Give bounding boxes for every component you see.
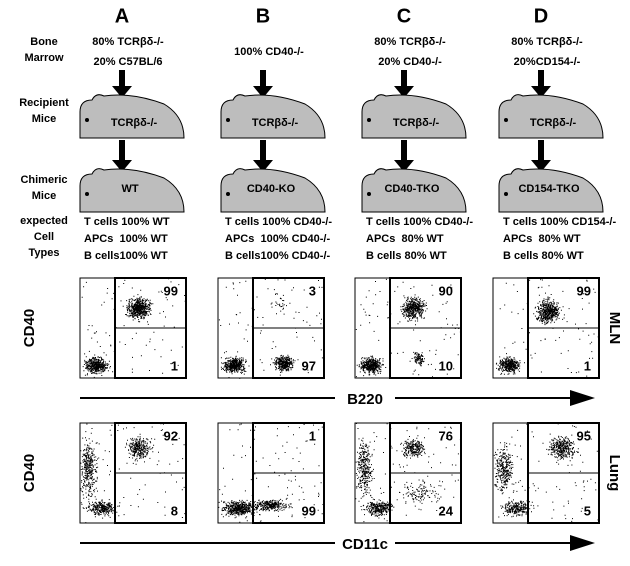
expected: T cells 100% CD40-/- [225,216,332,228]
chimeric: CD40-TKO [384,183,439,195]
mouse-eye [367,192,371,196]
upper-percent: 95 [577,428,591,443]
lower-percent: 99 [302,503,316,518]
mouse [361,168,467,213]
mouse-eye [226,192,230,196]
y-axis-label: CD40 [21,309,38,347]
y-axis-label: CD40 [21,454,38,492]
upper-percent: 92 [164,428,178,443]
arrow-head [253,160,273,172]
expected: T cells 100% CD40-/- [366,216,473,228]
axis-arrow-head [570,390,595,406]
bone-marrow: 20% CD40-/- [378,56,442,68]
chimeric: WT [121,183,138,195]
mouse [79,168,185,213]
scatter-dots [355,423,462,523]
expected: T cells 100% WT [84,216,170,228]
expected: T cells 100% CD154-/- [503,216,616,228]
scatter-dots [218,423,325,523]
mouse-eye [226,118,230,122]
row-label: Cell [34,231,54,243]
lower-percent: 1 [584,358,591,373]
mouse [220,94,326,139]
expected: B cells 80% WT [366,250,447,262]
upper-percent: 1 [309,428,316,443]
bone-marrow: 100% CD40-/- [234,46,304,58]
lower-percent: 8 [171,503,178,518]
expected: APCs 80% WT [503,233,581,245]
mouse [220,168,326,213]
mouse-eye [504,118,508,122]
expected: B cells100% CD40-/- [225,250,330,262]
arrow-head [531,86,551,98]
bone-marrow: 20% C57BL/6 [93,56,162,68]
row-label: Chimeric [20,174,67,186]
x-axis-label: B220 [347,391,383,408]
arrow-head [112,160,132,172]
upper-percent: 3 [309,283,316,298]
mouse [79,94,185,139]
arrow-head [394,86,414,98]
column-letter: C [397,5,411,27]
recipient: TCRβδ-/- [530,117,577,129]
scatter-dots [355,278,461,379]
row-label: expected [20,215,68,227]
scatter-dots [218,278,325,379]
row-label: Marrow [24,52,64,64]
lower-percent: 24 [439,503,454,518]
row-label: Mice [32,113,56,125]
upper-percent: 99 [164,283,178,298]
bone-marrow: 80% TCRβδ-/- [511,36,583,48]
row-name: MLN [606,312,623,345]
bone-marrow: 80% TCRβδ-/- [92,36,164,48]
expected: APCs 100% WT [84,233,168,245]
mouse-eye [85,118,89,122]
mouse-eye [504,192,508,196]
row-label: Mice [32,190,56,202]
column-letter: B [256,5,270,27]
expected: APCs 80% WT [366,233,444,245]
mouse [498,94,604,139]
expected: APCs 100% CD40-/- [225,233,330,245]
lower-percent: 97 [302,358,316,373]
arrow-head [531,160,551,172]
bone-marrow: 20%CD154-/- [514,56,581,68]
row-label: Bone [30,36,58,48]
recipient: TCRβδ-/- [393,117,440,129]
mouse [361,94,467,139]
recipient: TCRβδ-/- [111,117,158,129]
arrow-head [394,160,414,172]
scatter-dots [493,423,599,524]
row-label: Types [29,247,60,259]
x-axis-label: CD11c [342,536,388,553]
upper-percent: 90 [439,283,453,298]
upper-percent: 99 [577,283,591,298]
axis-arrow-head [570,535,595,551]
scatter-dots [80,423,186,524]
scatter-dots [81,278,186,378]
mouse [498,168,604,213]
row-label: Recipient [19,97,69,109]
column-letter: D [534,5,548,27]
chimeric: CD154-TKO [518,183,580,195]
bone-marrow: 80% TCRβδ-/- [374,36,446,48]
scatter-dots [495,278,600,378]
recipient: TCRβδ-/- [252,117,299,129]
chimeric: CD40-KO [247,183,296,195]
arrow-head [112,86,132,98]
mouse-eye [367,118,371,122]
column-letter: A [115,5,129,27]
lower-percent: 1 [171,358,178,373]
expected: B cells 80% WT [503,250,584,262]
expected: B cells100% WT [84,250,168,262]
row-name: Lung [606,455,623,492]
lower-percent: 10 [439,358,453,373]
mouse-eye [85,192,89,196]
lower-percent: 5 [584,503,591,518]
upper-percent: 76 [439,428,453,443]
arrow-head [253,86,273,98]
